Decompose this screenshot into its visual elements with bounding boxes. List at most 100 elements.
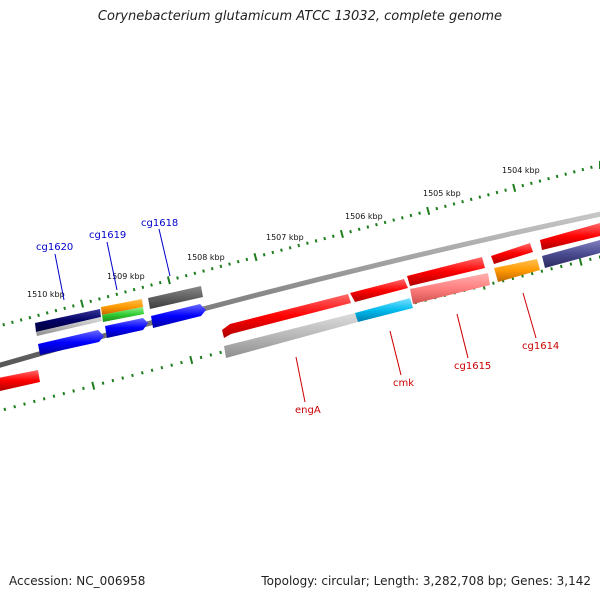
gene-label-cg1619[interactable]: cg1619 <box>89 230 126 241</box>
gene-cg1618[interactable] <box>148 286 203 309</box>
gene-cg1620[interactable] <box>35 309 101 332</box>
gene-cg1620-lower[interactable] <box>38 330 104 355</box>
tick-label-1508: 1508 kbp <box>187 253 225 262</box>
outer-track-minor-tick <box>564 172 568 176</box>
outer-track-minor-tick <box>314 239 318 243</box>
accession-text: Accession: NC_006958 <box>9 574 146 588</box>
inner-track-minor-tick <box>530 271 534 276</box>
leader-engA <box>295 356 306 403</box>
inner-track-minor-tick <box>52 394 56 398</box>
gene-cg1619-shadow <box>102 307 144 322</box>
outer-track-minor-tick <box>392 218 396 222</box>
gene-label-engA[interactable]: engA <box>295 405 321 416</box>
outer-track-minor-tick <box>435 206 439 211</box>
outer-track-minor-tick <box>271 250 275 255</box>
outer-track-minor-tick <box>98 297 101 301</box>
outer-track-minor-tick <box>115 292 119 296</box>
tick-label-1507: 1507 kbp <box>266 233 304 242</box>
outer-track-minor-tick <box>28 315 32 320</box>
outer-track-minor-tick <box>555 174 559 179</box>
inner-track-minor-tick <box>180 360 183 365</box>
outer-track-minor-tick <box>504 188 507 192</box>
outer-track-minor-tick <box>521 183 525 188</box>
inner-track-minor-tick <box>101 381 105 385</box>
inner-track-minor-tick <box>82 386 85 391</box>
inner-track-minor-tick <box>62 391 66 396</box>
gene-label-cg1615[interactable]: cg1615 <box>454 361 491 372</box>
inner-track-major-tick <box>91 381 96 390</box>
gene-label-cmk[interactable]: cmk <box>393 378 414 389</box>
gene-cg1618-lower[interactable] <box>151 304 206 328</box>
gene-cg1615-top[interactable] <box>407 257 485 286</box>
inner-track-minor-tick <box>588 257 592 262</box>
outer-track-minor-tick <box>228 262 231 266</box>
gene-cg1619[interactable] <box>101 299 143 315</box>
gene-engA-lower[interactable] <box>224 313 358 358</box>
inner-track-minor-tick <box>170 363 174 367</box>
inner-track-minor-tick <box>550 267 553 271</box>
outer-track-minor-tick <box>297 243 301 248</box>
outer-track-minor-tick <box>306 241 309 245</box>
gene-cg1614-lower[interactable] <box>494 259 540 282</box>
gene-cmk-top[interactable] <box>350 279 408 302</box>
gene-label-cg1614[interactable]: cg1614 <box>522 341 559 352</box>
outer-track-minor-tick <box>219 264 223 269</box>
outer-track-major-tick <box>166 276 171 285</box>
inner-track-minor-tick <box>219 350 222 355</box>
inner-track-minor-tick <box>559 264 563 269</box>
outer-track-major-tick <box>253 252 258 262</box>
outer-track-minor-tick <box>124 290 127 294</box>
outer-track-minor-tick <box>469 197 473 202</box>
gene-right-edge-top[interactable] <box>540 223 600 250</box>
outer-track-major-tick <box>426 206 431 216</box>
inner-track-minor-tick <box>121 376 125 380</box>
outer-track-minor-tick <box>418 211 421 215</box>
leader-cg1615 <box>456 313 469 359</box>
outer-track-minor-tick <box>202 269 205 273</box>
tick-label-1509: 1509 kbp <box>107 272 145 281</box>
outer-tick-track <box>2 161 600 327</box>
outer-track-minor-tick <box>323 236 327 241</box>
outer-track-minor-tick <box>478 195 482 199</box>
outer-track-minor-tick <box>572 170 576 174</box>
outer-track-minor-tick <box>245 257 249 262</box>
outer-track-minor-tick <box>158 280 162 285</box>
outer-track-minor-tick <box>45 311 49 315</box>
outer-track-major-tick <box>80 299 85 308</box>
inner-track-major-tick <box>189 355 194 365</box>
outer-track-minor-tick <box>409 213 413 218</box>
gene-cg1620-shadow <box>36 317 102 336</box>
leader-cg1618 <box>158 228 171 277</box>
gene-label-cg1620[interactable]: cg1620 <box>36 242 73 253</box>
bottom-strand-features <box>38 240 600 358</box>
gene-cmk-lower[interactable] <box>355 298 413 322</box>
inner-track-minor-tick <box>72 389 75 393</box>
outer-track-minor-tick <box>357 227 361 232</box>
outer-track-minor-tick <box>89 299 93 303</box>
inner-track-minor-tick <box>13 405 17 409</box>
outer-track-major-tick <box>339 229 344 239</box>
gene-engA-top[interactable] <box>222 294 351 338</box>
outer-track-minor-tick <box>349 229 352 234</box>
gene-label-cg1618[interactable]: cg1618 <box>141 218 178 229</box>
inner-track-minor-tick <box>111 378 115 383</box>
outer-track-minor-tick <box>375 222 378 227</box>
gene-right-edge-lower[interactable] <box>542 240 600 268</box>
gene-cg1615-lower[interactable] <box>410 273 490 304</box>
gene-cg1619-lower[interactable] <box>105 318 148 338</box>
outer-track-minor-tick <box>547 177 550 181</box>
outer-track-minor-tick <box>262 253 266 257</box>
inner-track-minor-tick <box>569 262 573 266</box>
tick-label-1510: 1510 kbp <box>27 290 65 299</box>
inner-track-minor-tick <box>492 281 495 285</box>
gene-cg1614-top[interactable] <box>491 243 533 264</box>
outer-track-minor-tick <box>538 179 542 183</box>
outer-track-minor-tick <box>193 271 197 276</box>
outer-track-minor-tick <box>37 313 40 318</box>
inner-track-minor-tick <box>209 353 213 357</box>
leader-cg1619 <box>106 241 118 291</box>
outer-track-minor-tick <box>400 216 404 220</box>
outer-track-minor-tick <box>150 283 153 287</box>
gene-left-edge-top[interactable] <box>0 370 40 391</box>
